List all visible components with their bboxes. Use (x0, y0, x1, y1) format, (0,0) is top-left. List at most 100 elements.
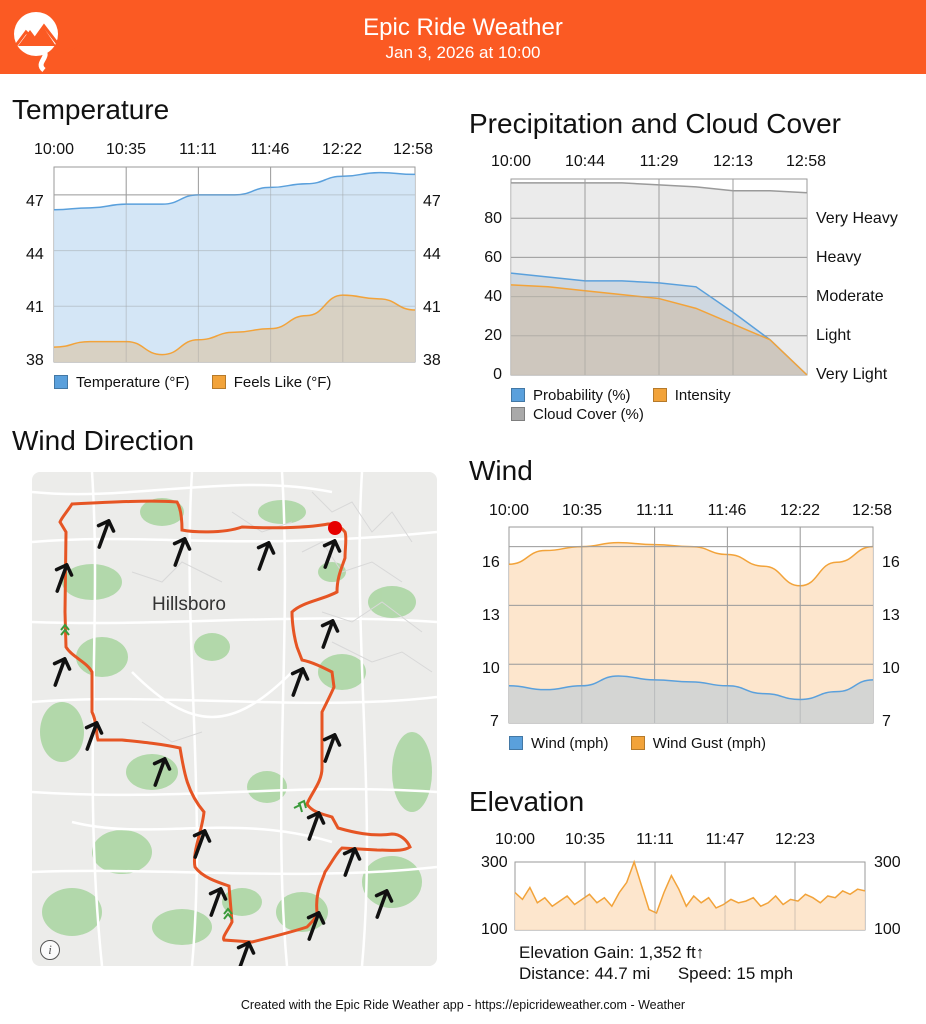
y-tick: 100 (481, 921, 508, 938)
intensity-tick: Very Light (816, 366, 888, 383)
intensity-tick: Moderate (816, 288, 884, 305)
y-tick: 41 (423, 299, 441, 316)
wind-arrow-icon (54, 563, 74, 593)
series-line (508, 675, 874, 701)
series-area (509, 542, 873, 723)
wind-arrow-icon (172, 537, 192, 567)
y-tick: 38 (423, 352, 441, 369)
time-tick: 10:44 (564, 153, 606, 170)
series-line (510, 272, 808, 376)
minor-roads (131, 491, 433, 743)
y-tick: 40 (484, 288, 502, 305)
legend-item: Probability (%) (511, 387, 631, 404)
time-tick: 12:58 (851, 502, 893, 519)
y-tick: 44 (423, 246, 441, 263)
y-tick: 10 (882, 660, 900, 677)
wind-arrow-icon (192, 829, 212, 859)
precipitation-chart (510, 178, 808, 376)
y-tick: 300 (874, 854, 901, 871)
time-tick: 10:00 (490, 153, 532, 170)
wind-arrow-icon (320, 619, 340, 649)
y-tick: 44 (26, 246, 44, 263)
wind-arrow-icon (306, 911, 326, 941)
elevation-gain: Elevation Gain: 1,352 ft↑ (519, 943, 705, 962)
temperature-legend: Temperature (°F) Feels Like (°F) (54, 374, 349, 391)
elevation-chart (514, 859, 866, 931)
mountain-road-logo-icon (6, 12, 81, 72)
legend-swatch-cloud-cover (511, 407, 525, 421)
map-canvas (32, 472, 437, 966)
time-tick: 11:11 (636, 831, 674, 848)
wind-arrows (52, 519, 394, 966)
route-direction-chevrons (60, 623, 307, 920)
time-tick: 11:29 (639, 153, 679, 170)
wind-arrow-icon (236, 941, 256, 966)
distance-text: Distance: 44.7 mi (519, 964, 651, 983)
y-tick: 10 (482, 660, 500, 677)
time-tick: 12:23 (774, 831, 816, 848)
wind-arrow-icon (290, 667, 310, 697)
temperature-chart (53, 166, 416, 363)
time-tick: 11:46 (707, 502, 747, 519)
time-tick: 12:22 (321, 141, 363, 158)
time-tick: 12:58 (392, 141, 434, 158)
series-area (54, 295, 415, 362)
y-tick: 80 (484, 210, 502, 227)
legend-label: Probability (%) (533, 387, 631, 404)
ride-route (58, 499, 412, 944)
time-tick: 10:35 (561, 502, 603, 519)
elevation-title: Elevation (469, 786, 585, 817)
series-line (514, 859, 866, 915)
legend-swatch-probability (511, 388, 525, 402)
time-tick: 11:46 (250, 141, 290, 158)
time-tick: 12:22 (779, 502, 821, 519)
wind-arrow-icon (52, 657, 72, 687)
time-tick: 11:47 (705, 831, 745, 848)
wind-arrow-icon (96, 519, 116, 549)
wind-direction-map[interactable]: Hillsboro (32, 472, 437, 966)
legend-label: Temperature (°F) (76, 374, 190, 391)
time-tick: 11:11 (636, 502, 674, 519)
wind-arrow-icon (374, 889, 394, 919)
app-header: Epic Ride Weather Jan 3, 2026 at 10:00 (0, 0, 926, 74)
info-icon[interactable]: i (40, 940, 60, 960)
legend-swatch-intensity (652, 388, 667, 402)
time-tick: 10:00 (494, 831, 536, 848)
legend-label: Wind Gust (mph) (652, 735, 767, 752)
wind-direction-title: Wind Direction (12, 425, 195, 456)
time-tick: 10:35 (564, 831, 606, 848)
legend-label: Cloud Cover (%) (533, 406, 644, 423)
series-line (53, 294, 416, 356)
y-tick: 41 (26, 299, 44, 316)
y-tick: 38 (26, 352, 44, 369)
legend-swatch-wind (509, 736, 523, 750)
y-tick: 47 (26, 193, 44, 210)
legend-item: Wind Gust (mph) (630, 735, 767, 752)
ride-stats: Distance: 44.7 mi Speed: 15 mph (519, 964, 793, 984)
wind-arrow-icon (342, 847, 362, 877)
time-tick: 10:00 (488, 502, 530, 519)
y-tick: 300 (481, 854, 508, 871)
legend-item: Wind (mph) (509, 735, 609, 752)
wind-arrow-icon (256, 541, 276, 571)
time-tick: 12:13 (712, 153, 754, 170)
y-tick: 13 (882, 607, 900, 624)
y-tick: 60 (484, 249, 502, 266)
y-tick: 7 (490, 713, 499, 730)
wind-legend: Wind (mph) Wind Gust (mph) (509, 735, 784, 752)
footer: Created with the Epic Ride Weather app -… (0, 998, 926, 1012)
y-tick: 7 (882, 713, 891, 730)
wind-title: Wind (469, 455, 533, 486)
wind-arrow-icon (306, 811, 326, 841)
roads (32, 472, 437, 966)
map-place-label: Hillsboro (152, 594, 226, 615)
intensity-tick: Light (816, 327, 851, 344)
y-tick: 47 (423, 193, 441, 210)
series-line (53, 171, 416, 211)
wind-arrow-icon (322, 539, 342, 569)
legend-item: Temperature (°F) (54, 374, 190, 391)
ride-start-marker[interactable] (328, 521, 342, 535)
time-tick: 10:00 (33, 141, 75, 158)
y-tick: 16 (482, 554, 500, 571)
y-tick: 13 (482, 607, 500, 624)
